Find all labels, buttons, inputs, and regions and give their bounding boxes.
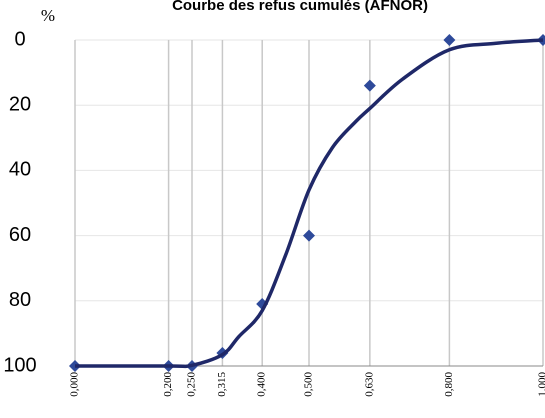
y-tick-label: 60: [9, 224, 31, 246]
x-tick-label: 1,000: [537, 372, 545, 397]
y-tick-label: 80: [9, 289, 31, 311]
x-tick-label: 0,630: [363, 372, 375, 397]
x-tick-label: 0,250: [186, 372, 198, 397]
x-tick-label: 0,400: [256, 372, 268, 397]
data-point: [363, 79, 376, 92]
data-point: [303, 229, 315, 242]
chart-title: Courbe des refus cumulés (AFNOR): [172, 0, 428, 14]
y-axis-label: %: [41, 6, 55, 25]
x-tick-label: 0,000: [69, 372, 81, 397]
y-tick-label: 100: [3, 354, 36, 376]
x-tick-label: 0,200: [162, 372, 174, 397]
x-tick-label: 0,500: [303, 372, 315, 397]
data-point: [443, 34, 456, 46]
curve: [74, 38, 544, 369]
y-tick-label: 40: [9, 159, 31, 181]
x-tick-label: 0,800: [443, 372, 455, 397]
x-tick-label: 0,315: [216, 372, 228, 397]
y-tick-label: 0: [14, 28, 25, 50]
y-tick-label: 20: [9, 93, 31, 115]
